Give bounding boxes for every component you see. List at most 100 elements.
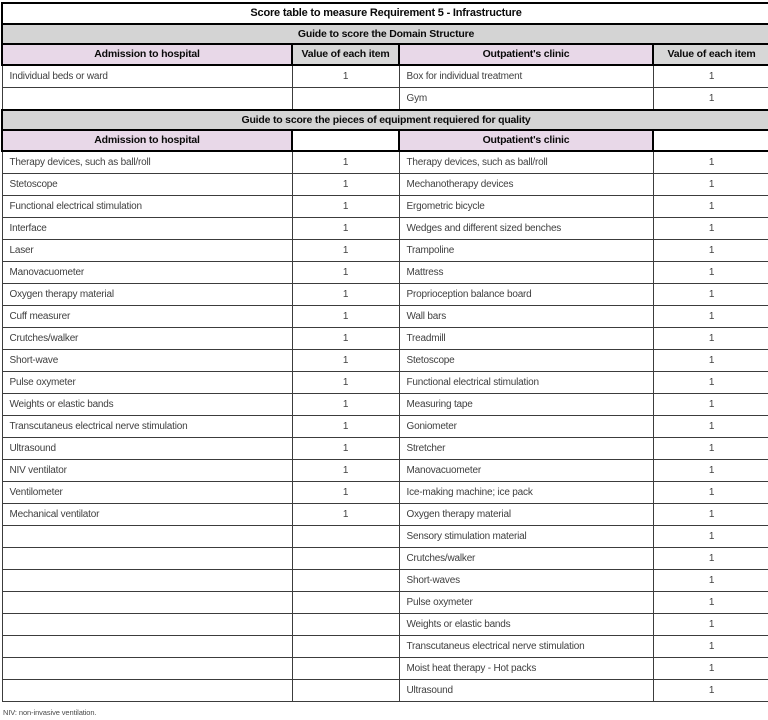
item-cell: Stetoscope [1, 173, 293, 196]
item-cell: Weights or elastic bands [398, 613, 654, 636]
score-table: Score table to measure Requirement 5 - I… [0, 2, 768, 702]
value-cell: 1 [291, 371, 400, 394]
value-cell: 1 [652, 437, 768, 460]
table-row: Mechanical ventilator 1 Oxygen therapy mat… [1, 503, 768, 526]
table-row: Sensory stimulation material 1 [1, 525, 768, 548]
table-row: Interface 1 Wedges and different sized ben… [1, 217, 768, 240]
item-cell: Sensory stimulation material [398, 525, 654, 548]
value-cell: 1 [652, 481, 768, 504]
column-header-row: Admission to hospital Value of each item O… [1, 43, 768, 66]
value-cell: 1 [652, 173, 768, 196]
item-cell [1, 679, 293, 702]
column-header: Outpatient's clinic [398, 129, 654, 152]
table-row: Crutches/walker 1 [1, 547, 768, 570]
value-cell [291, 635, 400, 658]
table-row: Functional electrical stimulation 1 Ergome… [1, 195, 768, 218]
table-row: Oxygen therapy material 1 Proprioception b… [1, 283, 768, 306]
item-cell: Manovacuometer [1, 261, 293, 284]
value-cell: 1 [652, 150, 768, 174]
table-row: Crutches/walker 1 Treadmill 1 [1, 327, 768, 350]
value-cell: 1 [291, 415, 400, 438]
item-cell: Cuff measurer [1, 305, 293, 328]
table-title: Score table to measure Requirement 5 - I… [0, 2, 768, 25]
section-heading: Guide to score the Domain Structure [0, 23, 768, 45]
item-cell: Ergometric bicycle [398, 195, 654, 218]
table-row: NIV ventilator 1 Manovacuometer 1 [1, 459, 768, 482]
item-cell: Ultrasound [1, 437, 293, 460]
column-header: Value of each item [651, 43, 768, 66]
value-cell: 1 [652, 305, 768, 328]
value-cell: 1 [652, 547, 768, 570]
value-cell [291, 613, 400, 636]
value-cell: 1 [291, 437, 400, 460]
value-cell: 1 [652, 393, 768, 416]
value-cell: 1 [291, 283, 400, 306]
item-cell: Measuring tape [398, 393, 654, 416]
value-cell [291, 657, 400, 680]
item-cell: Therapy devices, such as ball/roll [1, 150, 293, 174]
value-cell: 1 [652, 239, 768, 262]
item-cell: Proprioception balance board [398, 283, 654, 306]
table-row: Pulse oxymeter 1 Functional electrical sti… [1, 371, 768, 394]
value-cell: 1 [652, 569, 768, 592]
value-cell: 1 [291, 393, 400, 416]
item-cell: Laser [1, 239, 293, 262]
item-cell: Moist heat therapy - Hot packs [398, 657, 654, 680]
value-cell: 1 [652, 459, 768, 482]
table-row: Ultrasound 1 [1, 679, 768, 702]
table-row: Cuff measurer 1 Wall bars 1 [1, 305, 768, 328]
item-cell: Interface [1, 217, 293, 240]
value-cell: 1 [652, 591, 768, 614]
table-row: Short-wave 1 Stetoscope 1 [1, 349, 768, 372]
item-cell: Mattress [398, 261, 654, 284]
item-cell [1, 591, 293, 614]
section-heading-row: Guide to score the Domain Structure [0, 23, 768, 45]
item-cell: Stetoscope [398, 349, 654, 372]
value-cell: 1 [291, 217, 400, 240]
value-cell: 1 [652, 657, 768, 680]
table-row: Manovacuometer 1 Mattress 1 [1, 261, 768, 284]
score-table-body: Score table to measure Requirement 5 - I… [0, 2, 768, 702]
value-cell [291, 547, 400, 570]
item-cell: Weights or elastic bands [1, 393, 293, 416]
item-cell: Wall bars [398, 305, 654, 328]
column-header-row: Admission to hospital Outpatient's clinic [1, 129, 768, 152]
table-row: Therapy devices, such as ball/roll 1 Thera… [1, 150, 768, 174]
item-cell: Transcutaneus electrical nerve stimulati… [398, 635, 654, 658]
item-cell: Short-wave [1, 349, 293, 372]
item-cell: Functional electrical stimulation [1, 195, 293, 218]
column-header: Admission to hospital [1, 129, 293, 152]
item-cell [1, 613, 293, 636]
item-cell: Individual beds or ward [1, 64, 293, 88]
item-cell [1, 547, 293, 570]
item-cell: Oxygen therapy material [1, 283, 293, 306]
table-row: Pulse oxymeter 1 [1, 591, 768, 614]
table-row: Ventilometer 1 Ice-making machine; ice pac… [1, 481, 768, 504]
item-cell: Therapy devices, such as ball/roll [398, 150, 654, 174]
item-cell: Crutches/walker [1, 327, 293, 350]
value-cell: 1 [652, 679, 768, 702]
table-row: Transcutaneus electrical nerve stimulati… [1, 415, 768, 438]
value-cell: 1 [652, 349, 768, 372]
column-header: Admission to hospital [1, 43, 293, 66]
value-cell [291, 525, 400, 548]
column-header [291, 129, 400, 152]
table-row: Short-waves 1 [1, 569, 768, 592]
item-cell: Ventilometer [1, 481, 293, 504]
value-cell: 1 [652, 283, 768, 306]
item-cell: Transcutaneus electrical nerve stimulati… [1, 415, 293, 438]
value-cell [291, 591, 400, 614]
item-cell [1, 569, 293, 592]
item-cell: Pulse oxymeter [1, 371, 293, 394]
section-heading: Guide to score the pieces of equipment r… [0, 109, 768, 131]
value-cell: 1 [291, 481, 400, 504]
table-row: Ultrasound 1 Stretcher 1 [1, 437, 768, 460]
value-cell: 1 [291, 239, 400, 262]
section-heading-row: Guide to score the pieces of equipment r… [0, 109, 768, 131]
value-cell: 1 [291, 173, 400, 196]
value-cell: 1 [652, 613, 768, 636]
item-cell: Goniometer [398, 415, 654, 438]
item-cell: Mechanotherapy devices [398, 173, 654, 196]
item-cell: Mechanical ventilator [1, 503, 293, 526]
